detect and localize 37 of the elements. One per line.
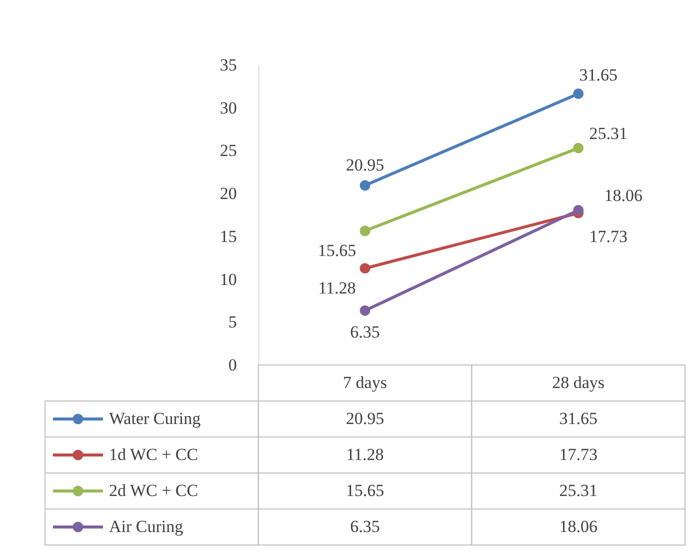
y-tick-label: 35 [220, 56, 237, 74]
point [573, 204, 584, 216]
legend-label: Water Curing [109, 409, 202, 428]
data-label: 18.06 [559, 517, 598, 536]
annotation: 31.65 [579, 66, 618, 85]
point [573, 142, 584, 154]
point [360, 305, 370, 316]
annotation: 11.28 [318, 278, 356, 298]
annotation: 17.73 [589, 227, 628, 246]
data-label: 31.65 [559, 409, 598, 428]
legend-label: Air Curing [109, 517, 184, 536]
annotation: 6.35 [350, 322, 380, 342]
y-tick-label: 20 [220, 184, 237, 204]
annotation: 20.95 [346, 155, 384, 174]
legend-label: 2d WC + CC [109, 481, 198, 500]
data-label: 6.35 [350, 517, 380, 536]
point [573, 88, 584, 99]
annotation: 25.31 [589, 124, 628, 144]
annotation: 18.06 [604, 186, 642, 206]
data-label: 15.65 [346, 481, 384, 500]
data-label: 17.73 [559, 445, 598, 464]
y-tick-label: 5 [228, 312, 237, 332]
point [360, 263, 370, 274]
annotation: 15.65 [318, 240, 356, 260]
y-tick-label: 15 [220, 226, 237, 246]
x-tick-label: 7 days [343, 373, 387, 392]
legend-label: 1d WC + CC [109, 445, 198, 464]
data-label: 25.31 [559, 481, 598, 500]
y-tick-label: 10 [220, 270, 237, 289]
point [360, 226, 370, 236]
y-tick-label: 25 [220, 141, 237, 160]
y-tick-label: 30 [220, 98, 237, 118]
point [360, 180, 370, 191]
data-label: 11.28 [346, 445, 384, 464]
y-tick-label: 0 [228, 356, 237, 374]
data-label: 20.95 [346, 409, 384, 428]
x-tick-label: 28 days [552, 373, 605, 392]
